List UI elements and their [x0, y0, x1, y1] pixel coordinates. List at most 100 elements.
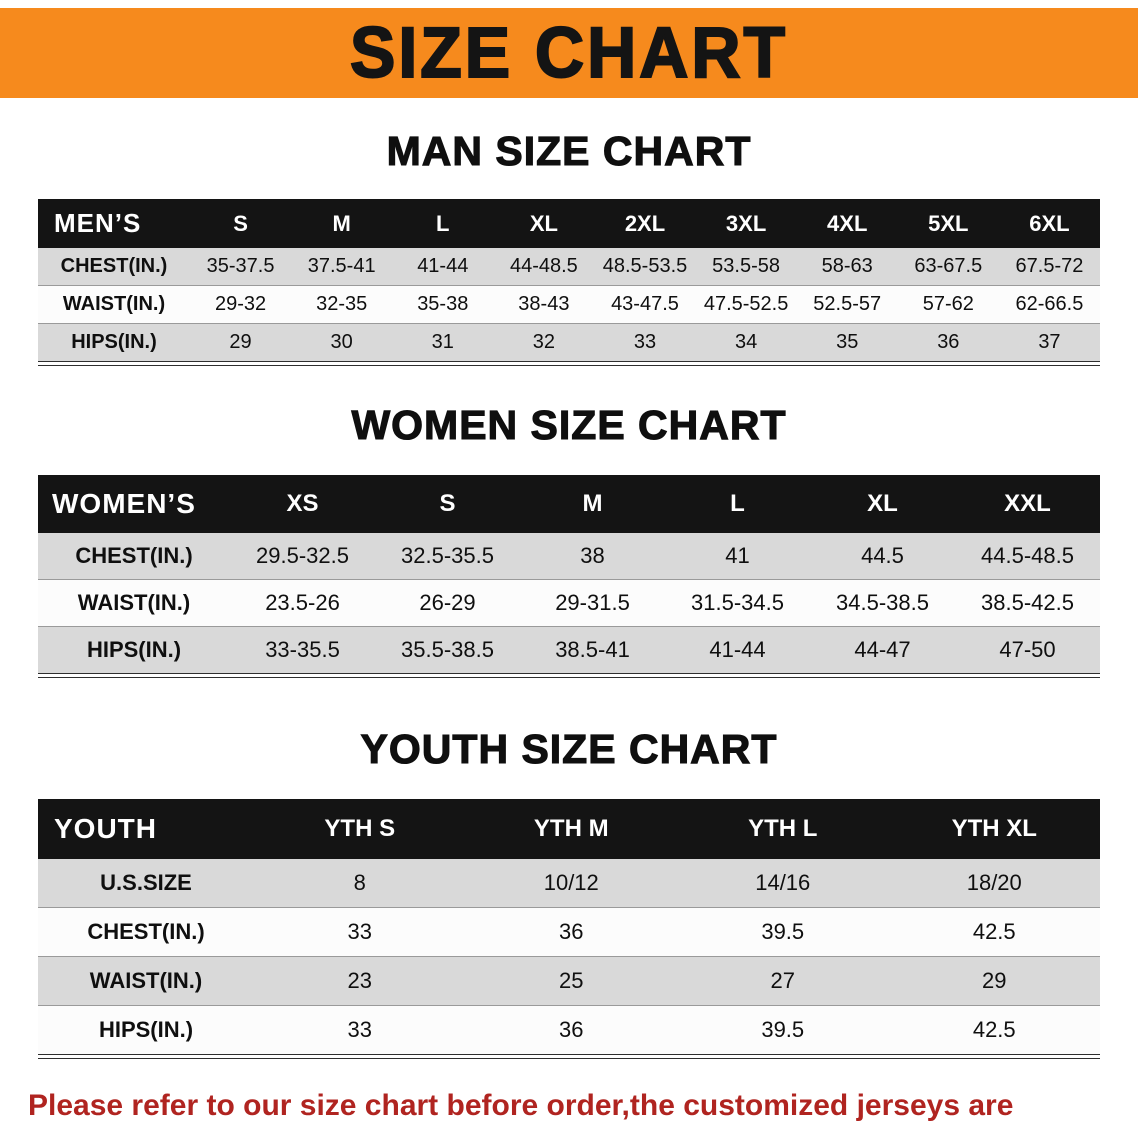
value-cell: 57-62 [922, 293, 974, 315]
table-row: HIPS(IN.) 33 36 39.5 42.5 [38, 1005, 1100, 1055]
table-row: CHEST(IN.) 29.5-32.5 32.5-35.5 38 41 44.5 44.5… [38, 533, 1100, 580]
row-label-cell: WAIST(IN.) [62, 293, 166, 315]
table-title-cell: WOMEN’S [38, 475, 230, 533]
table-title-cell: MEN’S [38, 199, 190, 248]
size-header-cell: XS [230, 475, 375, 533]
value-cell: 44.5-48.5 [981, 543, 1074, 568]
value-cell: 35-38 [417, 293, 469, 315]
value-cell: 29-32 [214, 293, 267, 315]
size-header-cell: M [291, 199, 393, 248]
table-row: HIPS(IN.) 33-35.5 35.5-38.5 38.5-41 41-44 44-… [38, 626, 1100, 674]
row-label-cell: WAIST(IN.) [89, 968, 203, 993]
youth-section-heading: YOUTH SIZE CHART [360, 725, 778, 772]
size-header-cell: S [190, 199, 292, 248]
row-label-cell: HIPS(IN.) [71, 331, 157, 353]
size-header-cell: YTH L [677, 799, 889, 859]
value-cell: 32-35 [316, 293, 368, 315]
value-cell: 8 [353, 870, 366, 895]
page-title: SIZE CHART [349, 12, 788, 94]
size-header-cell: 6XL [998, 199, 1100, 248]
women-section-heading: WOMEN SIZE CHART [351, 401, 787, 448]
value-cell: 62-66.5 [1015, 293, 1084, 315]
value-cell: 36 [559, 919, 584, 944]
value-cell: 39.5 [761, 919, 805, 944]
value-cell: 10/12 [543, 870, 599, 895]
value-cell: 33-35.5 [265, 637, 340, 662]
table-row: WAIST(IN.) 29-32 32-35 35-38 38-43 43-47.5 47.… [38, 285, 1100, 324]
value-cell: 31 [431, 331, 454, 353]
women-table-wrap: WOMEN’S XS S M L XL XXL CHEST(IN.) 29.5-32.5 32.5… [38, 475, 1100, 678]
value-cell: 44-48.5 [509, 255, 578, 277]
value-cell: 47-50 [999, 637, 1056, 662]
value-cell: 41 [725, 543, 750, 568]
value-cell: 38.5-41 [555, 637, 630, 662]
value-cell: 32.5-35.5 [401, 543, 494, 568]
title-banner: SIZE CHART [0, 8, 1138, 98]
row-label-cell: U.S.SIZE [100, 870, 192, 895]
row-label-cell: HIPS(IN.) [98, 1017, 194, 1042]
table-header-row: WOMEN’S XS S M L XL XXL [38, 475, 1100, 533]
value-cell: 36 [559, 1017, 584, 1042]
value-cell: 42.5 [972, 919, 1016, 944]
value-cell: 67.5-72 [1015, 255, 1084, 277]
value-cell: 29 [982, 968, 1007, 993]
value-cell: 26-29 [419, 590, 476, 615]
size-header-cell: XXL [955, 475, 1100, 533]
youth-size-section: YOUTH SIZE CHART YOUTH YTH S YTH M YTH L YTH… [0, 725, 1138, 1059]
table-header-row: MEN’S S M L XL 2XL 3XL 4XL 5XL 6XL [38, 199, 1100, 248]
row-label-cell: CHEST(IN.) [60, 255, 168, 277]
value-cell: 23.5-26 [265, 590, 340, 615]
value-cell: 34.5-38.5 [836, 590, 929, 615]
size-header-cell: YTH M [465, 799, 677, 859]
row-label-cell: WAIST(IN.) [77, 590, 191, 615]
value-cell: 35 [836, 331, 859, 353]
size-header-cell: XL [493, 199, 595, 248]
value-cell: 35.5-38.5 [401, 637, 494, 662]
table-title-cell: YOUTH [38, 799, 254, 859]
size-header-cell: M [520, 475, 665, 533]
table-row: WAIST(IN.) 23 25 27 29 [38, 956, 1100, 1006]
value-cell: 23 [347, 968, 372, 993]
value-cell: 44.5 [861, 543, 904, 568]
size-header-cell: L [392, 199, 494, 248]
men-size-section: MAN SIZE CHART MEN’S S M L XL 2XL 3XL 4XL 5XL 6XL… [0, 127, 1138, 366]
value-cell: 42.5 [972, 1017, 1016, 1042]
table-row: HIPS(IN.) 29 30 31 32 33 34 35 36 37 [38, 323, 1100, 362]
size-header-cell: S [375, 475, 520, 533]
value-cell: 14/16 [755, 870, 811, 895]
value-cell: 53.5-58 [712, 255, 781, 277]
size-header-cell: YTH XL [888, 799, 1100, 859]
table-row: CHEST(IN.) 35-37.5 37.5-41 41-44 44-48.5 48.5… [38, 248, 1100, 286]
value-cell: 39.5 [761, 1017, 805, 1042]
youth-size-table: YOUTH YTH S YTH M YTH L YTH XL U.S.SIZE 8 10/12… [38, 799, 1100, 1055]
disclaimer-line-1: Please refer to our size chart before or… [28, 1089, 1014, 1122]
table-header-row: YOUTH YTH S YTH M YTH L YTH XL [38, 799, 1100, 859]
size-header-cell: YTH S [254, 799, 466, 859]
value-cell: 33 [633, 331, 657, 353]
size-header-cell: 5XL [897, 199, 999, 248]
value-cell: 48.5-53.5 [602, 255, 688, 277]
table-row: U.S.SIZE 8 10/12 14/16 18/20 [38, 859, 1100, 908]
table-row: WAIST(IN.) 23.5-26 26-29 29-31.5 31.5-34.5 34… [38, 579, 1100, 627]
value-cell: 44-47 [854, 637, 911, 662]
value-cell: 41-44 [709, 637, 766, 662]
value-cell: 52.5-57 [813, 293, 882, 315]
value-cell: 36 [937, 331, 960, 353]
row-label-cell: CHEST(IN.) [75, 543, 193, 568]
value-cell: 37.5-41 [307, 255, 376, 277]
value-cell: 33 [347, 1017, 372, 1042]
value-cell: 34 [734, 331, 758, 353]
value-cell: 38-43 [518, 293, 570, 315]
value-cell: 30 [330, 331, 353, 353]
table-row: CHEST(IN.) 33 36 39.5 42.5 [38, 907, 1100, 957]
value-cell: 18/20 [966, 870, 1022, 895]
value-cell: 29-31.5 [555, 590, 630, 615]
men-size-table: MEN’S S M L XL 2XL 3XL 4XL 5XL 6XL CHEST(IN.) 35-37… [38, 199, 1100, 362]
disclaimer: Please refer to our size chart before or… [28, 1083, 1110, 1132]
men-table-wrap: MEN’S S M L XL 2XL 3XL 4XL 5XL 6XL CHEST(IN.) 35-37… [38, 199, 1100, 366]
value-cell: 31.5-34.5 [691, 590, 784, 615]
value-cell: 38.5-42.5 [981, 590, 1074, 615]
size-header-cell: L [665, 475, 810, 533]
value-cell: 37 [1038, 331, 1061, 353]
value-cell: 32 [532, 331, 555, 353]
